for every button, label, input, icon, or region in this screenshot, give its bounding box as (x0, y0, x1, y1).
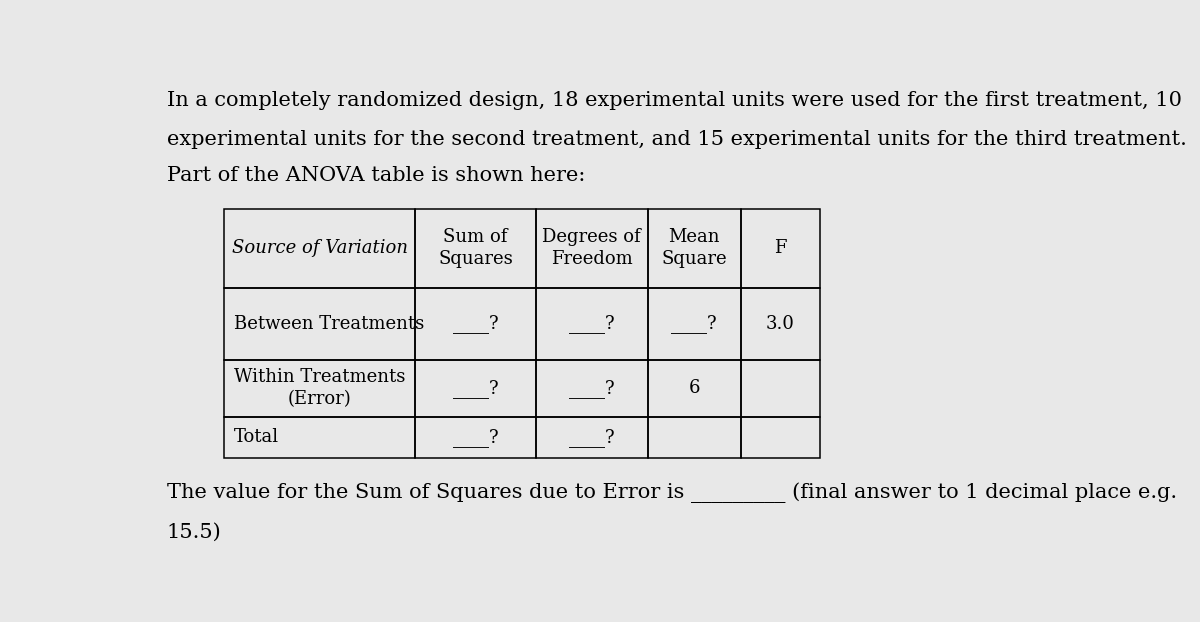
Text: Within Treatments
(Error): Within Treatments (Error) (234, 368, 406, 409)
Text: Degrees of
Freedom: Degrees of Freedom (542, 228, 641, 268)
Bar (648, 288, 740, 360)
Text: Mean
Square: Mean Square (661, 228, 727, 268)
Bar (415, 360, 536, 417)
Bar (740, 417, 820, 458)
Text: Sum of
Squares: Sum of Squares (438, 228, 512, 268)
Bar (536, 288, 648, 360)
Bar (224, 417, 415, 458)
Text: ____?: ____? (452, 314, 498, 333)
Text: ____?: ____? (569, 314, 614, 333)
Text: 6: 6 (689, 379, 700, 397)
Bar (740, 288, 820, 360)
Bar (415, 417, 536, 458)
Bar (415, 288, 536, 360)
Text: Between Treatments: Between Treatments (234, 315, 424, 333)
Bar (740, 360, 820, 417)
Text: In a completely randomized design, 18 experimental units were used for the first: In a completely randomized design, 18 ex… (167, 91, 1182, 110)
Bar (648, 209, 740, 288)
Text: F: F (774, 239, 786, 258)
Bar (415, 209, 536, 288)
Bar (224, 360, 415, 417)
Bar (536, 417, 648, 458)
Bar (536, 209, 648, 288)
Bar (648, 417, 740, 458)
Text: The value for the Sum of Squares due to Error is _________ (final answer to 1 de: The value for the Sum of Squares due to … (167, 483, 1177, 503)
Text: ____?: ____? (671, 314, 716, 333)
Text: experimental units for the second treatment, and 15 experimental units for the t: experimental units for the second treatm… (167, 130, 1187, 149)
Text: ____?: ____? (569, 428, 614, 447)
Text: 3.0: 3.0 (766, 315, 794, 333)
Text: ____?: ____? (569, 379, 614, 398)
Bar (536, 360, 648, 417)
Text: Source of Variation: Source of Variation (232, 239, 408, 258)
Text: 15.5): 15.5) (167, 522, 222, 541)
Bar (224, 288, 415, 360)
Text: Part of the ANOVA table is shown here:: Part of the ANOVA table is shown here: (167, 165, 586, 185)
Text: ____?: ____? (452, 379, 498, 398)
Text: Total: Total (234, 429, 278, 447)
Bar (224, 209, 415, 288)
Bar (648, 360, 740, 417)
Text: ____?: ____? (452, 428, 498, 447)
Bar (740, 209, 820, 288)
